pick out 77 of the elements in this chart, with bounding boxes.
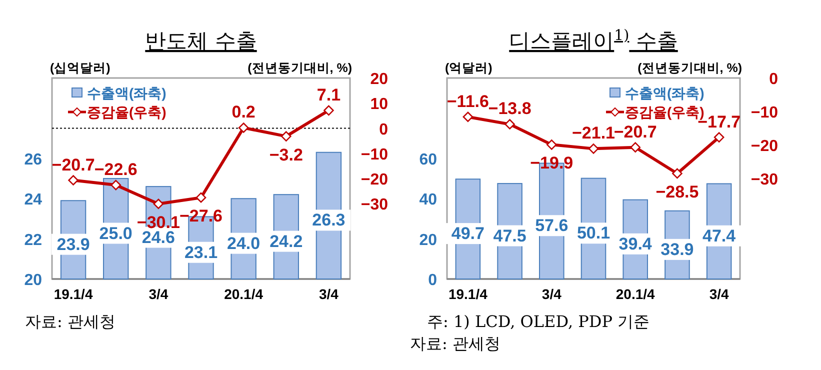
data-label: 23.1 <box>184 242 218 262</box>
y2-tick-label: −30 <box>360 196 388 214</box>
y2-axis-title: (전년동기대비, %) <box>638 61 742 75</box>
point <box>68 175 78 186</box>
data-label: −20.7 <box>52 155 95 174</box>
y2-tick-label: 0 <box>379 121 388 138</box>
y-tick-label: 40 <box>419 192 438 209</box>
point <box>504 119 515 130</box>
y2-tick-label: 10 <box>370 96 388 114</box>
y2-tick-label: −20 <box>750 138 778 155</box>
x-tick-label: 3/4 <box>318 286 339 302</box>
data-label: 26.3 <box>312 210 346 230</box>
chart-title: 반도체 수출 <box>145 29 257 53</box>
data-label: 7.1 <box>316 85 341 104</box>
y-axis-title: (억달러) <box>445 61 492 75</box>
legend-label: 수출액(좌축) <box>87 85 166 101</box>
point <box>546 140 557 150</box>
text: 자료: 관세청 <box>25 312 116 331</box>
x-tick-label: 3/4 <box>542 286 562 302</box>
point <box>462 112 474 122</box>
data-label: 47.5 <box>493 226 526 246</box>
data-label: 0.2 <box>232 102 256 122</box>
point <box>630 142 641 152</box>
point <box>588 144 599 154</box>
data-label: 47.4 <box>702 226 736 246</box>
y2-tick-label: 20 <box>370 71 388 88</box>
legend-label: 증감율(우축) <box>87 104 166 120</box>
y-tick-label: 0 <box>428 272 438 289</box>
y2-axis-title: (전년동기대비, %) <box>248 61 352 75</box>
x-tick-label: 3/4 <box>709 286 730 302</box>
data-label: −21.1 <box>572 124 616 143</box>
y2-tick-label: −30 <box>750 172 778 188</box>
data-label: −28.5 <box>656 182 699 202</box>
data-label: 57.6 <box>535 216 568 236</box>
text: 주: 1) LCD, OLED, PDP 기준 <box>427 312 650 331</box>
y2-tick-label: −10 <box>750 104 778 122</box>
y-axis-title: (십억달러) <box>50 61 110 75</box>
data-label: 24.2 <box>270 232 303 251</box>
point <box>672 168 682 179</box>
point <box>196 192 206 203</box>
text: 자료: 관세청 <box>410 334 500 353</box>
data-label: 23.9 <box>56 234 90 254</box>
point <box>238 122 249 133</box>
data-label: 49.7 <box>451 224 484 244</box>
data-label: 39.4 <box>618 234 652 254</box>
y-tick-label: 24 <box>24 192 42 209</box>
legend-label: 수출액(좌축) <box>625 85 704 101</box>
data-label: 33.9 <box>660 240 694 259</box>
data-label: −13.8 <box>488 99 532 118</box>
x-tick-label: 19.1/4 <box>448 286 488 302</box>
x-tick-label: 19.1/4 <box>54 286 93 302</box>
point <box>714 132 724 142</box>
y-tick-label: 60 <box>419 151 438 168</box>
data-label: 50.1 <box>576 224 610 243</box>
y2-tick-label: 0 <box>769 71 778 88</box>
point <box>324 105 334 116</box>
data-label: −22.6 <box>94 160 138 180</box>
data-label: −20.7 <box>614 122 657 142</box>
data-label: −11.6 <box>446 92 489 111</box>
data-label: 25.0 <box>99 224 132 243</box>
point <box>110 180 122 190</box>
y-tick-label: 26 <box>24 151 42 168</box>
y-tick-label: 22 <box>24 232 42 249</box>
x-tick-label: 20.1/4 <box>224 286 264 302</box>
y-tick-label: 20 <box>419 232 438 249</box>
data-label: −27.6 <box>179 206 223 226</box>
chart-title: 디스플레이$^{1)}$ 수출 <box>509 26 678 53</box>
x-tick-label: 20.1/4 <box>616 286 656 302</box>
point <box>153 198 164 210</box>
x-tick-label: 3/4 <box>148 286 168 302</box>
y2-tick-label: −10 <box>360 146 388 164</box>
data-label: −3.2 <box>269 145 303 164</box>
y2-tick-label: −20 <box>360 172 388 188</box>
point <box>280 131 292 142</box>
data-label: −19.9 <box>530 154 574 173</box>
y-tick-label: 20 <box>24 272 42 289</box>
data-label: 24.0 <box>227 234 260 253</box>
